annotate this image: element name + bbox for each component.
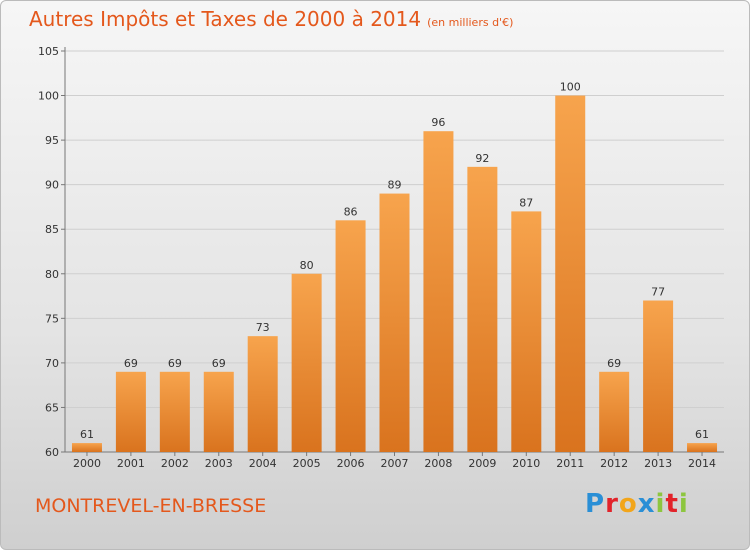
place-name: MONTREVEL-EN-BRESSE <box>35 495 267 517</box>
bar <box>599 371 630 452</box>
brand-letter: i <box>655 489 666 519</box>
x-tick-label: 2006 <box>337 457 365 470</box>
bar-value-label: 96 <box>431 116 445 129</box>
bar <box>291 273 322 452</box>
bar-value-label: 100 <box>560 81 581 94</box>
x-tick-label: 2010 <box>512 457 540 470</box>
bar <box>555 95 586 453</box>
y-tick-label: 95 <box>45 134 59 147</box>
bar <box>379 193 410 453</box>
bar <box>115 371 146 452</box>
x-tick-label: 2003 <box>205 457 233 470</box>
bar <box>511 211 542 452</box>
y-tick-label: 90 <box>45 179 59 192</box>
bar-value-label: 69 <box>168 357 182 370</box>
bar <box>203 371 234 452</box>
bar-value-label: 69 <box>124 357 138 370</box>
x-tick-label: 2005 <box>293 457 321 470</box>
bar-value-label: 61 <box>695 428 709 441</box>
x-tick-label: 2009 <box>468 457 496 470</box>
x-tick-label: 2000 <box>73 457 101 470</box>
x-tick-label: 2002 <box>161 457 189 470</box>
brand-letter: P <box>585 489 606 519</box>
x-tick-label: 2008 <box>424 457 452 470</box>
y-tick-label: 70 <box>45 357 59 370</box>
x-tick-label: 2001 <box>117 457 145 470</box>
y-tick-label: 65 <box>45 401 59 414</box>
y-tick-label: 60 <box>45 446 59 459</box>
bar-value-label: 87 <box>519 196 533 209</box>
brand-letter: x <box>637 489 656 519</box>
bar <box>467 166 498 452</box>
x-tick-label: 2013 <box>644 457 672 470</box>
x-tick-label: 2004 <box>249 457 277 470</box>
bar <box>423 131 454 452</box>
bar <box>687 443 718 452</box>
bar-value-label: 77 <box>651 286 665 299</box>
bar-value-label: 80 <box>300 259 314 272</box>
y-tick-label: 80 <box>45 268 59 281</box>
brand-letter: o <box>618 489 638 519</box>
bar-value-label: 61 <box>80 428 94 441</box>
bar <box>71 443 102 452</box>
chart-title-text: Autres Impôts et Taxes de 2000 à 2014 <box>29 7 422 31</box>
bar-value-label: 92 <box>475 152 489 165</box>
bar <box>335 220 366 452</box>
brand-letter: r <box>605 489 619 519</box>
bar <box>159 371 190 452</box>
bar-value-label: 89 <box>388 179 402 192</box>
x-tick-label: 2012 <box>600 457 628 470</box>
chart-unit: (en milliers d'€) <box>427 16 514 29</box>
brand-letter: t <box>665 489 679 519</box>
x-tick-label: 2007 <box>381 457 409 470</box>
y-tick-label: 100 <box>38 90 59 103</box>
y-tick-label: 85 <box>45 223 59 236</box>
bar-value-label: 86 <box>344 205 358 218</box>
bar-value-label: 73 <box>256 321 270 334</box>
y-tick-label: 75 <box>45 312 59 325</box>
brand-letter: i <box>678 489 689 519</box>
bar <box>247 336 278 452</box>
brand-logo: Proxiti <box>585 489 689 519</box>
bar-value-label: 69 <box>607 357 621 370</box>
bar <box>643 300 674 452</box>
x-tick-label: 2011 <box>556 457 584 470</box>
x-tick-label: 2014 <box>688 457 716 470</box>
bar-value-label: 69 <box>212 357 226 370</box>
y-tick-label: 105 <box>38 45 59 58</box>
chart-title: Autres Impôts et Taxes de 2000 à 2014 (en… <box>29 7 513 31</box>
